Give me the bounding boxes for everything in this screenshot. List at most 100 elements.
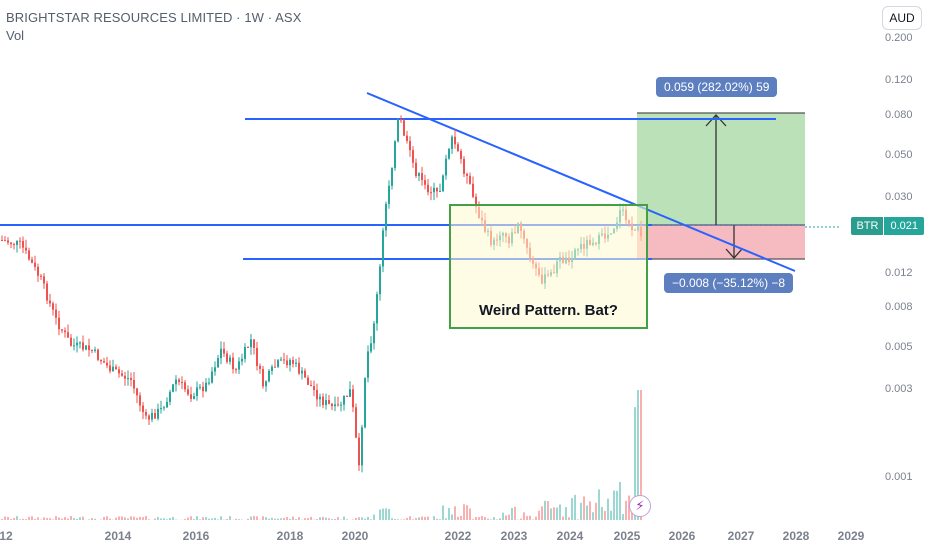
- candle-body: [442, 175, 444, 192]
- volume-bar: [193, 519, 195, 520]
- candle-body: [286, 360, 288, 366]
- price-tick-label: 0.003: [885, 383, 913, 395]
- candles: [1, 115, 642, 473]
- volume-bar: [544, 500, 546, 520]
- candle-body: [175, 379, 177, 385]
- candle-body: [400, 119, 402, 121]
- candle-body: [190, 394, 192, 399]
- time-axis[interactable]: 12 2014 2016 2018 2020 2022 2023 2024 2025 2026 20…: [0, 529, 865, 543]
- volume-bar: [346, 519, 348, 520]
- volume-bar: [616, 490, 618, 520]
- volume-bar: [184, 519, 186, 520]
- volume-bar: [463, 504, 465, 520]
- volume-bar: [343, 516, 345, 520]
- candle-body: [22, 240, 24, 248]
- volume-bar: [499, 518, 501, 520]
- profit-zone[interactable]: [637, 113, 805, 225]
- volume-bar: [286, 517, 288, 520]
- pattern-annotation-box[interactable]: Weird Pattern. Bat?: [449, 204, 648, 329]
- volume-bar: [79, 517, 81, 520]
- volume-bar: [637, 390, 639, 520]
- price-tick-label: 0.120: [885, 74, 913, 86]
- loss-zone[interactable]: [637, 225, 805, 259]
- candle-body: [310, 384, 312, 387]
- volume-bar: [169, 517, 171, 520]
- volume-bar: [502, 512, 504, 520]
- volume-bar: [88, 519, 90, 520]
- volume-bar: [250, 516, 252, 520]
- price-tick-label: 0.050: [885, 149, 913, 161]
- candle-body: [424, 180, 426, 185]
- candle-body: [235, 369, 237, 371]
- candle-body: [109, 365, 111, 372]
- volume-bar: [598, 489, 600, 520]
- candle-body: [304, 370, 306, 378]
- volume-bar: [529, 515, 531, 520]
- volume-bar: [196, 516, 198, 520]
- volume-bar: [553, 507, 555, 520]
- volume-bar: [70, 516, 72, 520]
- lightning-icon[interactable]: ⚡: [629, 495, 651, 517]
- candle-body: [208, 382, 210, 384]
- time-tick-label: 2018: [277, 529, 304, 543]
- candle-body: [349, 389, 351, 397]
- volume-bar: [37, 517, 39, 520]
- volume-bar: [160, 518, 162, 520]
- candle-body: [421, 173, 423, 181]
- volume-bar: [43, 517, 45, 520]
- candle-body: [40, 275, 42, 277]
- volume-bar: [514, 506, 516, 520]
- price-axis[interactable]: 0.200 0.120 0.080 0.050 0.030 0.012 0.008 0.005…: [885, 32, 913, 483]
- volume-bar: [448, 507, 450, 520]
- volume-bar: [403, 519, 405, 520]
- volume-bar: [154, 518, 156, 520]
- volume-bar: [16, 516, 18, 520]
- descending-trendline[interactable]: [366, 92, 796, 272]
- candle-body: [232, 357, 234, 370]
- volume-bar: [199, 519, 201, 520]
- candle-body: [178, 379, 180, 383]
- candle-body: [34, 262, 36, 267]
- volume-bar: [145, 516, 147, 520]
- candle-body: [205, 382, 207, 392]
- candle-body: [301, 370, 303, 374]
- volume-bar: [214, 517, 216, 520]
- candle-body: [31, 259, 33, 263]
- volume-bar: [325, 517, 327, 520]
- symbol-header: BRIGHTSTAR RESOURCES LIMITED · 1W · ASX …: [6, 9, 301, 45]
- candle-body: [229, 357, 231, 362]
- volume-bar: [547, 500, 549, 520]
- candle-body: [307, 377, 309, 385]
- candle-body: [295, 362, 297, 364]
- volume-bar: [355, 518, 357, 520]
- candle-body: [160, 408, 162, 410]
- candle-body: [466, 173, 468, 176]
- volume-bar: [586, 505, 588, 520]
- candle-body: [115, 366, 117, 370]
- target-label: 0.059 (282.02%) 59: [656, 77, 778, 97]
- volume-bar: [118, 516, 120, 520]
- volume-bar: [55, 516, 57, 520]
- volume-bar: [262, 516, 264, 520]
- volume-bar: [451, 514, 453, 520]
- candle-body: [394, 141, 396, 169]
- candle-body: [85, 345, 87, 350]
- volume-bar: [484, 516, 486, 520]
- candle-body: [367, 351, 369, 378]
- candle-body: [151, 413, 153, 420]
- candle-body: [199, 386, 201, 388]
- candle-body: [433, 187, 435, 193]
- candle-body: [397, 119, 399, 142]
- volume-bar: [283, 517, 285, 520]
- volume-bar: [397, 519, 399, 520]
- candle-body: [388, 185, 390, 204]
- volume-label: Vol: [6, 28, 25, 43]
- currency-button[interactable]: AUD: [882, 6, 922, 30]
- candle-body: [88, 345, 90, 350]
- volume-bar: [442, 505, 444, 520]
- volume-bar: [565, 507, 567, 520]
- volume-bar: [589, 501, 591, 520]
- volume-bar: [34, 519, 36, 520]
